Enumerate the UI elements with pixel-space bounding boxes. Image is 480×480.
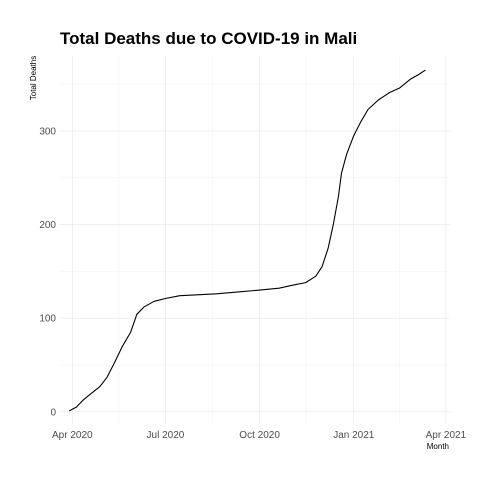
y-tick-label: 300 [39, 126, 56, 137]
x-tick-label: Oct 2020 [239, 430, 280, 441]
y-tick-label: 100 [39, 314, 56, 325]
x-tick-label: Apr 2020 [52, 430, 93, 441]
axes: 0 100 200 300 Apr 2020 Jul 2020 Oct 2020 Jan 20… [39, 126, 466, 441]
x-tick-label: Apr 2021 [426, 430, 467, 441]
y-tick-label: 0 [50, 407, 56, 418]
series-line-total-deaths [68, 69, 426, 412]
y-axis-title: Total Deaths [29, 56, 38, 100]
chart-title: Total Deaths due to COVID-19 in Mali [60, 29, 357, 48]
x-axis-title: Month [427, 442, 449, 451]
series-layer [68, 69, 426, 412]
grid-lines [60, 56, 450, 424]
x-tick-label: Jan 2021 [333, 430, 375, 441]
x-tick-label: Jul 2020 [147, 430, 185, 441]
y-tick-label: 200 [39, 220, 56, 231]
